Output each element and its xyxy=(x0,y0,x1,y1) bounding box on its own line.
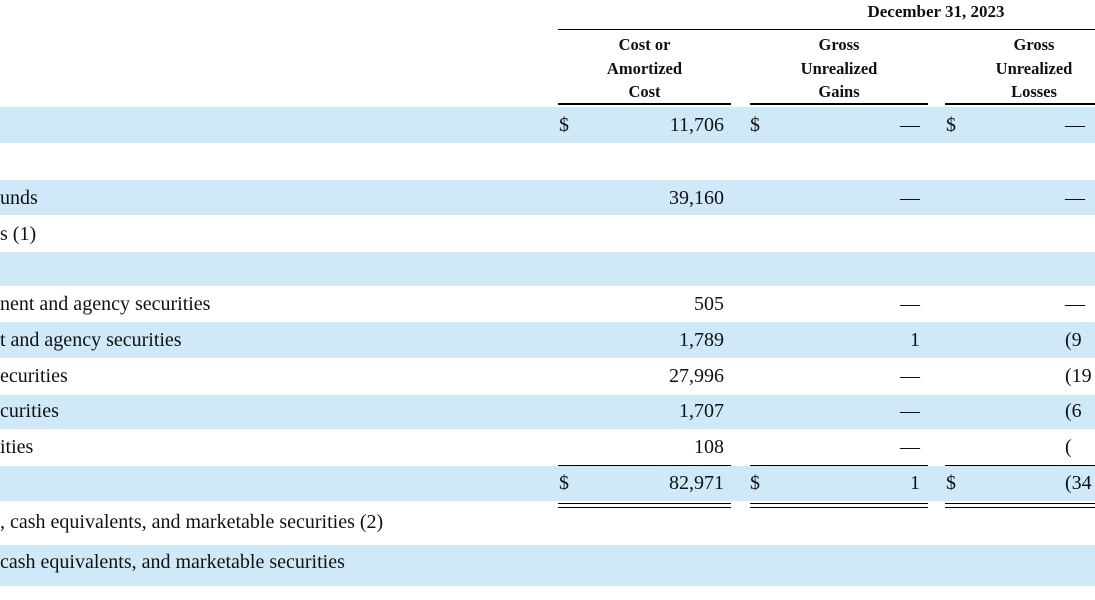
row-label: s (1) xyxy=(0,223,37,245)
dollar-sign: $ xyxy=(946,472,956,494)
total-double-rule xyxy=(558,507,731,508)
row-label: curities xyxy=(0,400,59,422)
column-rule xyxy=(945,103,1095,105)
column-rule xyxy=(558,103,731,105)
cost-value: 108 xyxy=(694,436,724,458)
column-rule xyxy=(750,103,928,105)
column-header-losses: Gross Unrealized Losses xyxy=(995,35,1073,101)
row-band xyxy=(0,395,1095,429)
total-double-rule xyxy=(945,507,1095,508)
cost-value: 1,707 xyxy=(679,400,724,422)
losses-value: — xyxy=(1065,187,1085,209)
cost-value: 82,971 xyxy=(669,472,724,494)
losses-value: ( xyxy=(1065,436,1072,458)
cost-value: 1,789 xyxy=(679,329,724,351)
dollar-sign: $ xyxy=(559,472,569,494)
losses-value: (19 xyxy=(1065,365,1092,387)
total-double-rule xyxy=(945,503,1095,504)
total-top-rule xyxy=(945,465,1095,466)
cost-value: 11,706 xyxy=(669,114,724,136)
dollar-sign: $ xyxy=(559,114,569,136)
row-band xyxy=(0,252,1095,286)
cost-value: 27,996 xyxy=(669,365,724,387)
total-top-rule xyxy=(558,465,731,466)
losses-value: — xyxy=(1065,114,1085,136)
row-label: nent and agency securities xyxy=(0,293,211,315)
dollar-sign: $ xyxy=(750,472,760,494)
row-label: ities xyxy=(0,436,34,458)
header-rule xyxy=(558,29,1095,30)
losses-value: (9 xyxy=(1065,329,1082,351)
total-double-rule xyxy=(750,503,928,504)
row-label: cash equivalents, and marketable securit… xyxy=(0,551,345,573)
period-header: December 31, 2023 xyxy=(867,2,1005,21)
total-top-rule xyxy=(750,465,928,466)
row-label: unds xyxy=(0,187,38,209)
row-band xyxy=(0,107,1095,143)
cost-value: 505 xyxy=(694,293,724,315)
row-band xyxy=(0,180,1095,215)
losses-value: (34 xyxy=(1065,472,1092,494)
gains-value: — xyxy=(900,293,920,315)
row-label: , cash equivalents, and marketable secur… xyxy=(0,511,384,533)
gains-value: — xyxy=(900,400,920,422)
gains-value: — xyxy=(900,187,920,209)
column-header-gains: Gross Unrealized Gains xyxy=(800,35,878,101)
gains-value: 1 xyxy=(910,472,920,494)
total-double-rule xyxy=(558,503,731,504)
gains-value: — xyxy=(900,436,920,458)
total-double-rule xyxy=(750,507,928,508)
row-label: ecurities xyxy=(0,365,68,387)
column-header-cost: Cost or Amortized Cost xyxy=(606,35,683,101)
gains-value: — xyxy=(900,114,920,136)
gains-value: 1 xyxy=(910,329,920,351)
losses-value: — xyxy=(1065,293,1085,315)
row-band xyxy=(0,322,1095,358)
cost-value: 39,160 xyxy=(669,187,724,209)
row-band xyxy=(0,545,1095,586)
dollar-sign: $ xyxy=(750,114,760,136)
dollar-sign: $ xyxy=(946,114,956,136)
losses-value: (6 xyxy=(1065,400,1082,422)
row-band xyxy=(0,466,1095,501)
row-label: t and agency securities xyxy=(0,329,182,351)
gains-value: — xyxy=(900,365,920,387)
